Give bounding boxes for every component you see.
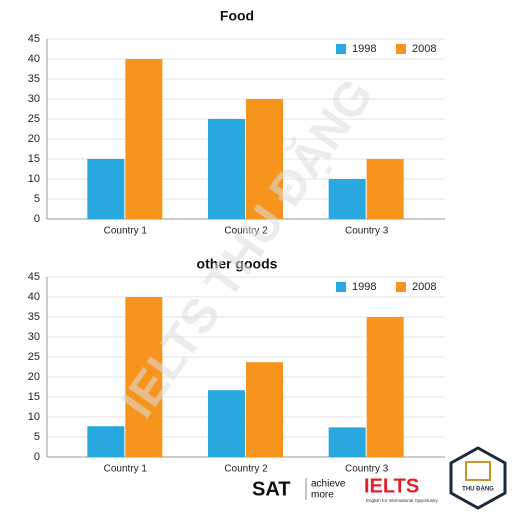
legend-swatch xyxy=(336,44,346,54)
sat-tagline: achieve xyxy=(311,479,346,490)
legend-label: 2008 xyxy=(412,43,436,55)
badge xyxy=(449,446,507,510)
y-tick-label: 25 xyxy=(28,113,40,125)
bar xyxy=(366,317,404,457)
branding: SAT achieve more IELTS English for Inter… xyxy=(252,446,507,510)
y-tick-label: 35 xyxy=(28,73,40,85)
y-tick-label: 40 xyxy=(28,291,40,303)
legend-label: 1998 xyxy=(352,281,376,293)
y-tick-label: 5 xyxy=(34,193,40,205)
y-tick-label: 45 xyxy=(28,271,40,283)
legend-swatch xyxy=(396,282,406,292)
legend-label: 1998 xyxy=(352,43,376,55)
badge-icon xyxy=(465,461,491,481)
y-tick-label: 5 xyxy=(34,431,40,443)
x-tick-label: Country 3 xyxy=(345,226,389,237)
y-tick-label: 30 xyxy=(28,331,40,343)
legend-swatch xyxy=(336,282,346,292)
y-tick-label: 20 xyxy=(28,371,40,383)
bar xyxy=(328,179,366,219)
x-tick-label: Country 1 xyxy=(104,464,148,475)
bar xyxy=(208,390,245,457)
legend-label: 2008 xyxy=(412,281,436,293)
bar xyxy=(87,159,125,219)
x-tick-label: Country 2 xyxy=(224,226,268,237)
sat-tagline: more xyxy=(311,490,334,501)
bar xyxy=(246,362,283,457)
y-tick-label: 0 xyxy=(34,451,40,463)
ielts-tagline: English for International Opportunity xyxy=(366,498,439,503)
y-tick-label: 25 xyxy=(28,351,40,363)
bar xyxy=(125,297,163,457)
ielts-logo: IELTS xyxy=(364,475,419,497)
y-tick-label: 15 xyxy=(28,391,40,403)
y-tick-label: 30 xyxy=(28,93,40,105)
bar xyxy=(208,119,245,219)
bar xyxy=(125,59,163,219)
y-tick-label: 10 xyxy=(28,411,40,423)
bar xyxy=(328,427,366,457)
sat-logo: SAT xyxy=(252,478,291,500)
x-tick-label: Country 2 xyxy=(224,464,268,475)
bar xyxy=(87,426,125,457)
y-tick-label: 45 xyxy=(28,33,40,45)
chart-title: Food xyxy=(220,8,254,24)
charts: Food 0 5 10 15 20 25 30 35 40 45 Country 1 Country 2… xyxy=(28,8,445,475)
legend-swatch xyxy=(396,44,406,54)
x-tick-label: Country 3 xyxy=(345,464,389,475)
y-tick-label: 10 xyxy=(28,173,40,185)
y-tick-label: 40 xyxy=(28,53,40,65)
chart-title: other goods xyxy=(197,256,278,272)
y-tick-label: 20 xyxy=(28,133,40,145)
y-tick-label: 15 xyxy=(28,153,40,165)
bar xyxy=(366,159,404,219)
bar xyxy=(246,99,283,219)
x-tick-label: Country 1 xyxy=(104,226,148,237)
y-tick-label: 35 xyxy=(28,311,40,323)
y-tick-label: 0 xyxy=(34,213,40,225)
badge-text: THU ĐẶNG xyxy=(462,486,494,493)
